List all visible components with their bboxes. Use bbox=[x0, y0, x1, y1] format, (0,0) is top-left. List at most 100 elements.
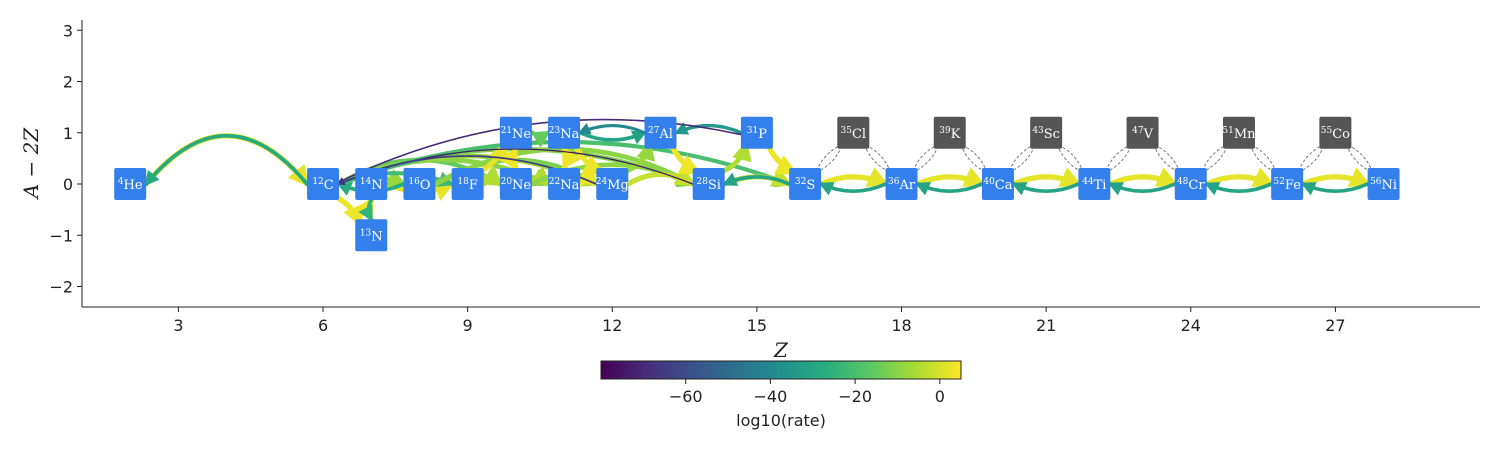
nucleus-label: 4He bbox=[118, 177, 143, 193]
nucleus-box bbox=[1078, 168, 1111, 200]
nucleus-label: 22Na bbox=[549, 177, 580, 193]
dashed-edge bbox=[1008, 143, 1036, 174]
rate-edge bbox=[765, 141, 798, 176]
nucleus-box bbox=[548, 116, 581, 149]
nucleus-node: 4He bbox=[114, 168, 147, 200]
nucleus-node: 55Co bbox=[1319, 116, 1352, 149]
dashed-edge bbox=[1104, 143, 1132, 174]
nucleus-box bbox=[499, 168, 532, 200]
nucleus-box bbox=[1174, 168, 1207, 200]
nucleus-node: 21Ne bbox=[499, 116, 532, 149]
nucleus-label: 52Fe bbox=[1273, 177, 1301, 193]
rate-edge bbox=[578, 130, 648, 145]
nucleus-box bbox=[1030, 116, 1063, 149]
colorbar-tick-label: 0 bbox=[935, 387, 945, 406]
colorbar-gradient bbox=[600, 360, 962, 380]
nucleus-node: 56Ni bbox=[1367, 168, 1400, 200]
nucleus-node: 28Si bbox=[692, 168, 725, 200]
nucleus-label: 32S bbox=[795, 177, 815, 193]
dashed-edge bbox=[1056, 144, 1085, 173]
nucleus-label: 12C bbox=[312, 177, 333, 193]
colorbar-tick-label: −60 bbox=[669, 387, 703, 406]
dashed-edge bbox=[1200, 143, 1229, 174]
nucleus-box bbox=[885, 168, 918, 200]
nucleus-node: 36Ar bbox=[885, 168, 918, 200]
colorbar-tick-label: −20 bbox=[838, 387, 872, 406]
nucleus-label: 56Ni bbox=[1370, 177, 1397, 193]
x-tick-label: 6 bbox=[318, 316, 328, 335]
rate-edge bbox=[668, 141, 702, 176]
nucleus-node: 35Cl bbox=[837, 116, 870, 149]
rate-edge bbox=[818, 182, 888, 196]
nucleus-box bbox=[1367, 168, 1400, 200]
dashed-edge bbox=[1153, 144, 1181, 173]
nucleus-label: 35Cl bbox=[841, 126, 867, 142]
nucleus-box bbox=[740, 116, 773, 149]
x-tick-label: 18 bbox=[891, 316, 911, 335]
nucleus-node: 51Mn bbox=[1222, 116, 1256, 149]
rate-edge bbox=[1107, 167, 1179, 187]
y-tick-label: 0 bbox=[63, 175, 73, 194]
rate-edge bbox=[498, 146, 519, 172]
nucleus-node: 18F bbox=[451, 168, 484, 200]
x-tick-label: 3 bbox=[173, 316, 183, 335]
dashed-edge bbox=[959, 143, 988, 173]
dashed-edge bbox=[863, 143, 892, 173]
nucleus-node: 14N bbox=[355, 168, 388, 200]
nucleus-box bbox=[307, 168, 340, 200]
dashed-edge bbox=[1008, 143, 1036, 173]
nucleus-node: 20Ne bbox=[499, 168, 532, 200]
colorbar-ticks: −60 −40 −20 0 bbox=[669, 379, 945, 406]
x-tick-label: 12 bbox=[602, 316, 622, 335]
rate-edge bbox=[1011, 167, 1083, 187]
nucleus-node: 31P bbox=[740, 116, 773, 149]
nucleus-label: 23Na bbox=[549, 126, 580, 142]
nucleus-node: 27Al bbox=[644, 116, 677, 149]
x-tick-label: 9 bbox=[463, 316, 473, 335]
nucleus-box bbox=[403, 168, 436, 200]
nucleus-node: 43Sc bbox=[1030, 116, 1063, 149]
nucleus-box bbox=[355, 219, 388, 252]
nucleus-label: 40Ca bbox=[983, 177, 1012, 193]
nucleus-label: 55Co bbox=[1321, 126, 1350, 142]
nucleus-label: 21Ne bbox=[501, 126, 532, 142]
dashed-edge bbox=[1249, 143, 1277, 173]
nucleus-label: 20Ne bbox=[501, 177, 532, 193]
nucleus-label: 44Ti bbox=[1082, 177, 1106, 193]
rate-edge bbox=[577, 122, 647, 135]
x-tick-label: 15 bbox=[747, 316, 767, 335]
rate-edge bbox=[1300, 167, 1372, 187]
rate-edge bbox=[1204, 167, 1276, 187]
rate-edge bbox=[722, 172, 791, 186]
rate-edge bbox=[914, 167, 986, 187]
dashed-edge bbox=[1105, 143, 1133, 173]
rate-edge bbox=[1300, 182, 1370, 196]
nucleus-label: 16O bbox=[408, 177, 430, 193]
colorbar: −60 −40 −20 0 log10(rate) bbox=[600, 360, 962, 430]
dashed-edge bbox=[1297, 143, 1326, 173]
rate-edge bbox=[818, 167, 890, 187]
nucleus-label: 43Sc bbox=[1032, 126, 1060, 142]
dashed-edge bbox=[1152, 143, 1181, 173]
nucleus-node: 39K bbox=[933, 116, 966, 149]
nucleus-box bbox=[837, 116, 870, 149]
nucleus-node: 13N bbox=[355, 219, 388, 252]
colorbar-label: log10(rate) bbox=[736, 411, 826, 430]
rate-edge bbox=[1107, 182, 1177, 196]
y-axis-label: A − 2Z bbox=[19, 127, 43, 201]
nucleus-node: 40Ca bbox=[981, 168, 1014, 200]
nucleus-box bbox=[933, 116, 966, 149]
dashed-edge bbox=[1056, 143, 1084, 173]
nucleus-box bbox=[114, 168, 147, 200]
rate-edge bbox=[561, 144, 582, 171]
dashed-edge bbox=[911, 143, 939, 174]
nucleus-node: 22Na bbox=[548, 168, 581, 200]
nucleus-label: 48Cr bbox=[1177, 177, 1205, 193]
y-tick-label: 1 bbox=[63, 124, 73, 143]
rate-edge bbox=[625, 166, 697, 187]
x-tick-label: 27 bbox=[1325, 316, 1345, 335]
nucleus-node: 32S bbox=[789, 168, 822, 200]
nucleus-node: 44Ti bbox=[1078, 168, 1111, 200]
nucleus-label: 13N bbox=[360, 228, 383, 244]
